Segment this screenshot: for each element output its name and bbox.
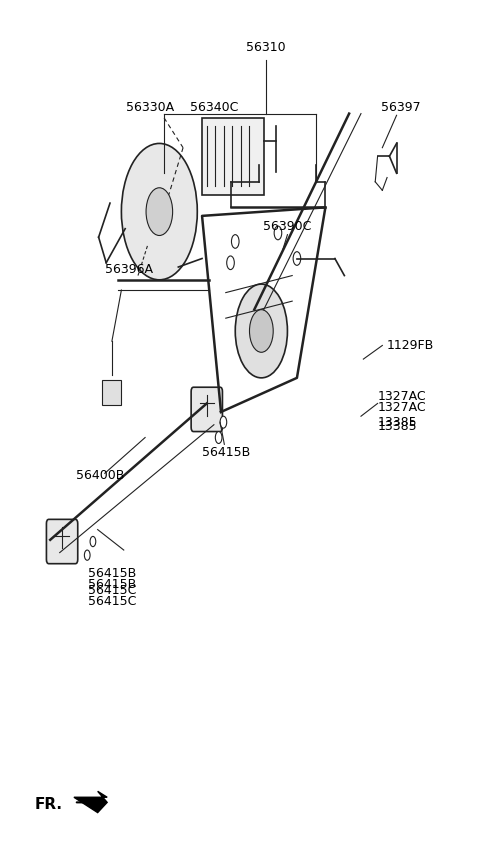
Text: 56400B: 56400B [76,469,125,482]
Circle shape [293,251,301,265]
Text: 1129FB: 1129FB [387,339,434,353]
Polygon shape [74,791,107,813]
Text: 56396A: 56396A [105,263,153,275]
Text: 56390C: 56390C [263,220,312,233]
Circle shape [231,234,239,248]
FancyBboxPatch shape [47,519,78,564]
Text: FR.: FR. [35,796,63,812]
Circle shape [90,536,96,547]
Circle shape [220,416,227,428]
Circle shape [235,284,288,378]
FancyBboxPatch shape [102,379,121,405]
Text: 1327AC: 1327AC [378,390,426,403]
Text: 56415C: 56415C [88,595,136,608]
Text: 56397: 56397 [382,100,421,113]
Text: 56310: 56310 [246,41,286,54]
Circle shape [250,310,273,353]
Text: 13385: 13385 [378,420,417,433]
Text: 1327AC: 1327AC [378,401,426,414]
Text: 56340C: 56340C [190,100,238,113]
Text: 56415B: 56415B [202,446,250,459]
Circle shape [216,432,222,444]
Circle shape [227,256,234,269]
Text: 56415C: 56415C [88,584,136,597]
Circle shape [146,188,173,235]
Circle shape [274,227,282,239]
Text: 13385: 13385 [378,416,417,429]
Text: 56415B: 56415B [88,578,136,591]
FancyBboxPatch shape [202,118,264,195]
Text: 56330A: 56330A [126,100,174,113]
Circle shape [121,143,197,280]
Circle shape [84,550,90,560]
Text: 56415B: 56415B [88,567,136,580]
FancyBboxPatch shape [191,387,222,432]
